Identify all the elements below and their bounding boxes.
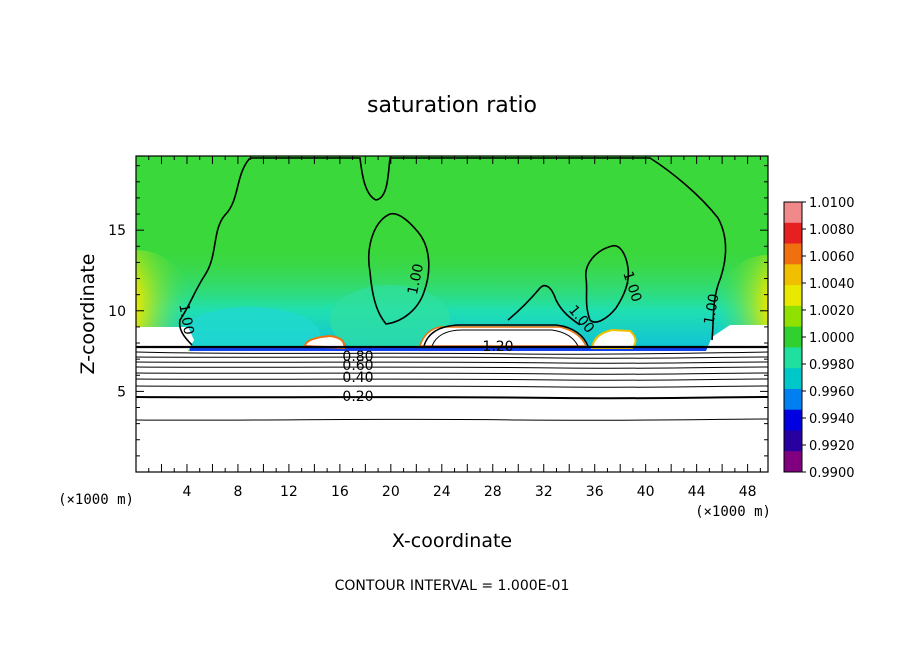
colorbar-tick-label: 0.9900 [809,466,855,481]
y-tick-label: 15 [108,223,126,239]
colorbar-swatch [784,305,802,328]
contour-lines [136,157,768,421]
colorbar-tick-label: 1.0000 [809,331,855,346]
x-axis-label: X-coordinate [392,530,512,552]
contour-label-0-20: 0.20 [342,389,373,405]
cloud-region-c [590,328,637,349]
colorbar-swatch [784,243,802,265]
colorbar-swatch [784,409,802,431]
x-tick-label: 24 [433,484,451,500]
contour-label-0-60: 0.60 [342,358,373,374]
colorbar-swatch [784,222,802,245]
x-tick-label: 44 [688,484,706,500]
white-lower-region [136,351,768,472]
contour-0-50 [136,372,768,375]
contour-0-70 [136,361,768,364]
colorbar-tick-label: 1.0020 [809,304,855,319]
colorbar-swatch [784,347,802,369]
cloud-region-b [418,326,588,347]
contour-0-20 [136,396,768,400]
x-axis-unit-right: (×1000 m) [695,504,771,520]
contour-0-60 [136,366,768,369]
contour-1-00-left [178,157,251,346]
contour-interval-footer: CONTOUR INTERVAL = 1.000E-01 [335,578,570,594]
y-tick-label: 10 [108,304,126,320]
colorbar-swatch [784,388,802,411]
contour-1-00-mid-right [585,244,630,323]
contour-label-left: 1.00 [175,303,196,336]
x-tick-label: 28 [484,484,502,500]
contour-1-00-mid-small [507,284,581,326]
field-blue-band [190,346,730,351]
y-tick-label: 5 [117,384,126,400]
x-axis-unit-left: (×1000 m) [58,492,134,508]
colorbar-swatch [784,264,802,286]
white-region-right [706,325,768,351]
colorbar-swatch [784,326,802,348]
contour-0-30 [136,385,768,388]
contour-0-40 [136,378,768,381]
contour-label-1-20: 1.20 [482,339,513,355]
plot-area: 1.00 1.00 1.00 1.00 1.00 1.20 0.80 0.60 … [136,156,768,472]
colorbar-swatch [784,451,802,473]
colorbar-tick-label: 1.0080 [809,223,855,238]
contour-surface-2 [136,351,768,355]
colorbar-swatch [784,202,802,224]
y-axis-label: Z-coordinate [77,254,99,375]
contour-1-20 [423,324,589,347]
colorbar-tick-label: 0.9920 [809,439,855,454]
contour-label-0-80: 0.80 [342,349,373,365]
field-cyan-patch-mid [330,285,450,355]
contour-cloud-b-inner [431,329,579,347]
x-tick-label: 16 [331,484,349,500]
x-tick-label: 12 [280,484,298,500]
x-tick-label: 40 [637,484,655,500]
chart-title: saturation ratio [367,93,537,118]
x-tick-label: 32 [535,484,553,500]
contour-0-10 [136,418,768,421]
colorbar: 1.0100 1.0080 1.0060 1.0040 1.0020 1.0000 0.99… [783,196,855,481]
contour-1-00-mid-left [368,212,430,325]
white-region-left [136,327,194,351]
x-tick-label: 20 [382,484,400,500]
colorbar-tick-label: 1.0100 [809,196,855,211]
colorbar-tick-label: 1.0040 [809,277,855,292]
colorbar-swatch [784,430,802,452]
colorbar-tick-label: 0.9980 [809,358,855,373]
colorbar-swatch [784,368,802,390]
contour-0-80 [136,356,768,359]
contour-label-mid-left: 1.00 [405,262,427,296]
colorbar-tick-label: 1.0060 [809,250,855,265]
colorbar-swatch [784,285,802,307]
contour-label-right: 1.00 [701,293,722,326]
x-tick-label: 4 [183,484,192,500]
colorbar-tick-label: 0.9960 [809,385,855,400]
x-tick-label: 48 [739,484,757,500]
x-tick-label: 36 [586,484,604,500]
y-axis: 5 10 15 [108,165,768,473]
plot-frame [135,155,769,473]
x-tick-label: 8 [233,484,242,500]
colorbar-tick-label: 0.9940 [809,412,855,427]
contour-1-00-top-dip [250,157,727,341]
x-axis: 4 8 12 16 20 24 28 32 36 40 44 48 [135,156,761,500]
cloud-region-a [303,334,346,350]
contour-label-0-40: 0.40 [342,370,373,386]
